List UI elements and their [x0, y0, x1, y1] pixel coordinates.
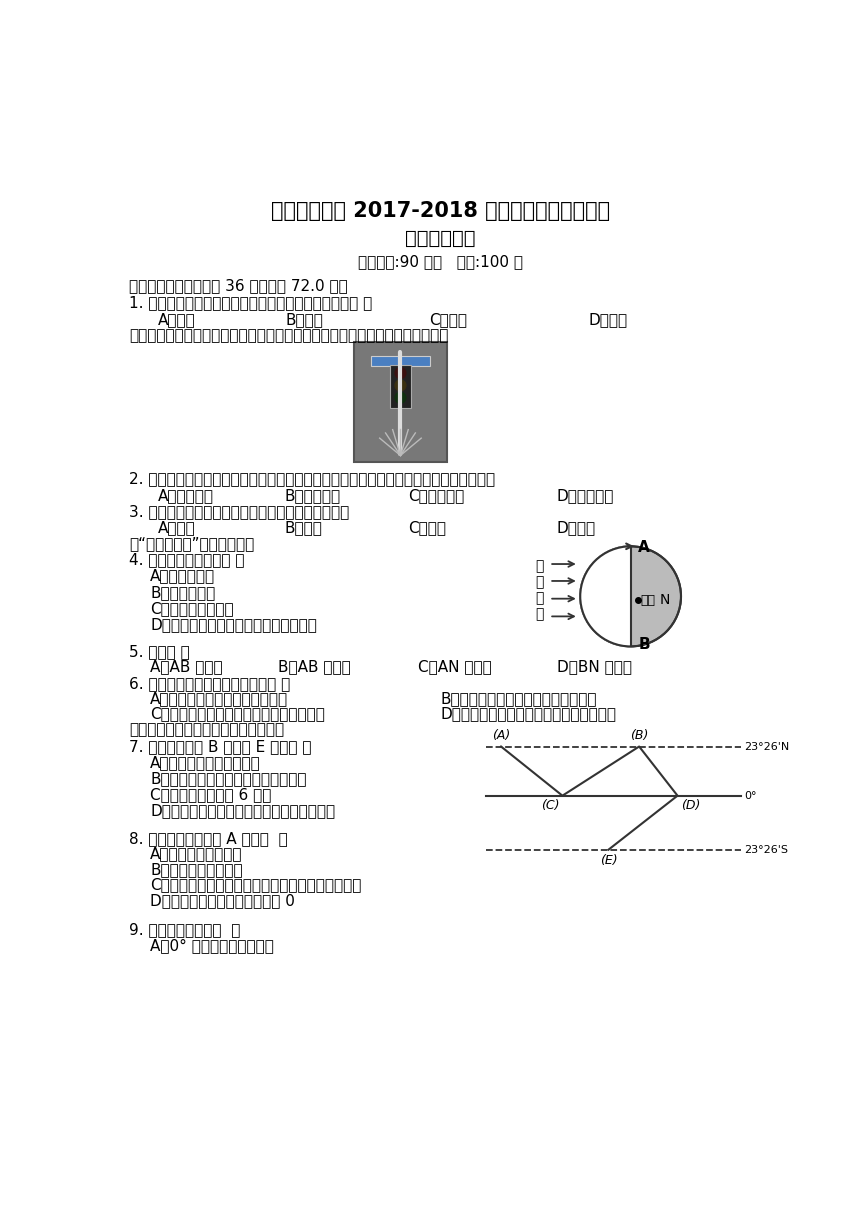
Text: A．0° 时世界各地四季分明: A．0° 时世界各地四季分明 — [150, 939, 274, 953]
Text: D．南半球各地正午太阳高度达一年中最大值: D．南半球各地正午太阳高度达一年中最大值 — [150, 804, 335, 818]
Text: 北极: 北极 — [640, 593, 655, 607]
Text: 5. 图中（ ）: 5. 图中（ ） — [129, 644, 190, 659]
Text: 4. 形成昼夜的原因是（ ）: 4. 形成昼夜的原因是（ ） — [129, 552, 245, 568]
Text: B．AB 是昏线: B．AB 是昏线 — [278, 659, 351, 675]
Text: A．地球的自转: A．地球的自转 — [150, 569, 215, 584]
Text: 23°26'N: 23°26'N — [745, 742, 789, 751]
Text: 9. 当黄赤交角为：（  ）: 9. 当黄赤交角为：（ ） — [129, 922, 241, 938]
Circle shape — [395, 367, 406, 378]
Bar — [372, 356, 429, 366]
Text: (B): (B) — [630, 728, 648, 742]
Text: D．BN 是晨线: D．BN 是晨线 — [557, 659, 632, 675]
Text: A．地球公转速度越来越慢: A．地球公转速度越来越慢 — [150, 755, 261, 770]
Text: 8. 当太阳直射点位于 A 处时（  ）: 8. 当太阳直射点位于 A 处时（ ） — [129, 832, 288, 846]
Circle shape — [395, 381, 406, 390]
Text: D．北半球正处于夏季，南半球正处于冬季: D．北半球正处于夏季，南半球正处于冬季 — [440, 706, 617, 721]
Text: B．太阳直射点在赤道和北回归线之间: B．太阳直射点在赤道和北回归线之间 — [440, 691, 597, 706]
Text: C．大庆: C．大庆 — [408, 520, 446, 535]
Text: 连江尚德中学 2017-2018 学年第一学期期中考试: 连江尚德中学 2017-2018 学年第一学期期中考试 — [271, 202, 611, 221]
Text: A．海拔高度: A．海拔高度 — [158, 488, 214, 502]
Text: B．地球的公转: B．地球的公转 — [150, 585, 215, 599]
Text: 读太阳直射点移动示意图，回答下题。: 读太阳直射点移动示意图，回答下题。 — [129, 722, 285, 738]
Text: 在交通的十字路口处，我们经常见到如下图所示的交通信号灯。据此完成下题。: 在交通的十字路口处，我们经常见到如下图所示的交通信号灯。据此完成下题。 — [129, 328, 449, 343]
Text: 考试时间:90 分钟   满分:100 分: 考试时间:90 分钟 满分:100 分 — [359, 254, 523, 269]
Text: 一、单选题（本大题共 36 小题，共 72.0 分）: 一、单选题（本大题共 36 小题，共 72.0 分） — [129, 278, 348, 293]
Text: B．重庆: B．重庆 — [284, 520, 322, 535]
Text: D．北极点附近正午太阳高度为 0: D．北极点附近正午太阳高度为 0 — [150, 893, 295, 908]
Text: C．阴晴状况: C．阴晴状况 — [408, 488, 464, 502]
Text: 1. 在晴朗的夜晚仰望星空，我们看到的星星多数是：（ ）: 1. 在晴朗的夜晚仰望星空，我们看到的星星多数是：（ ） — [129, 295, 372, 310]
Text: 6. 下列有关地球公转至近日点时（ ）: 6. 下列有关地球公转至近日点时（ ） — [129, 676, 291, 691]
Text: D．流星: D．流星 — [588, 313, 627, 327]
Text: D．海口: D．海口 — [557, 520, 596, 535]
Polygon shape — [580, 546, 630, 647]
Text: B: B — [638, 637, 650, 652]
Text: A．拉萨: A．拉萨 — [158, 520, 195, 535]
Text: B．行星: B．行星 — [286, 313, 323, 327]
Text: (D): (D) — [680, 799, 700, 812]
Text: A: A — [638, 540, 650, 556]
Text: 3. 下列哪一城市大量设置这种交通信号灯效果会最好: 3. 下列哪一城市大量设置这种交通信号灯效果会最好 — [129, 503, 349, 519]
Text: C．北回归线以北地区正午太阳高度达一年中最大值: C．北回归线以北地区正午太阳高度达一年中最大值 — [150, 878, 361, 893]
Text: B．电网供电: B．电网供电 — [284, 488, 341, 502]
Text: (C): (C) — [541, 799, 559, 812]
Text: C．黄赤交角的存在: C．黄赤交角的存在 — [150, 601, 234, 617]
Text: B．北半球各地正午太阳高度越来越小: B．北半球各地正午太阳高度越来越小 — [150, 771, 307, 787]
Text: 7. 太阳直射点由 B 运行到 E 期间（ ）: 7. 太阳直射点由 B 运行到 E 期间（ ） — [129, 739, 311, 754]
Text: D．地球是一个不发光、也不透明的球体: D．地球是一个不发光、也不透明的球体 — [150, 618, 317, 632]
Text: A．地球公转速度最慢: A．地球公转速度最慢 — [150, 846, 243, 862]
Text: N: N — [660, 593, 671, 607]
Text: C．恒星: C．恒星 — [429, 313, 467, 327]
Circle shape — [580, 546, 681, 647]
Text: 太
阳
光
线: 太 阳 光 线 — [536, 559, 544, 621]
Text: 0°: 0° — [745, 790, 757, 800]
Text: (A): (A) — [492, 728, 510, 742]
Text: B．地球公转速度最快: B．地球公转速度最快 — [150, 862, 243, 877]
Text: C．南半球获得的太阳辐射热量比北半球多: C．南半球获得的太阳辐射热量比北半球多 — [150, 706, 325, 721]
Bar — [390, 365, 411, 407]
Text: 高一地理试卷: 高一地理试卷 — [406, 229, 476, 248]
Text: D．交通流量: D．交通流量 — [557, 488, 614, 502]
Text: 23°26'S: 23°26'S — [745, 845, 789, 855]
Circle shape — [395, 393, 406, 402]
Text: A．卫星: A．卫星 — [158, 313, 195, 327]
Text: 读“太阳光照图”，回答下题。: 读“太阳光照图”，回答下题。 — [129, 536, 255, 551]
Text: A．AB 是晨线: A．AB 是晨线 — [150, 659, 223, 675]
Bar — [354, 342, 447, 462]
Text: 2. 有人注意到在一周白天中，同一交通信号灯的亮度会出现变化，你认为影响因素主要是: 2. 有人注意到在一周白天中，同一交通信号灯的亮度会出现变化，你认为影响因素主要… — [129, 471, 495, 486]
Text: A．公转角速度较快，线速度较慢: A．公转角速度较快，线速度较慢 — [150, 691, 288, 706]
Text: (E): (E) — [599, 855, 617, 867]
Text: C．所需时间大约为 6 个月: C．所需时间大约为 6 个月 — [150, 787, 272, 803]
Text: C．AN 是晨线: C．AN 是晨线 — [417, 659, 491, 675]
